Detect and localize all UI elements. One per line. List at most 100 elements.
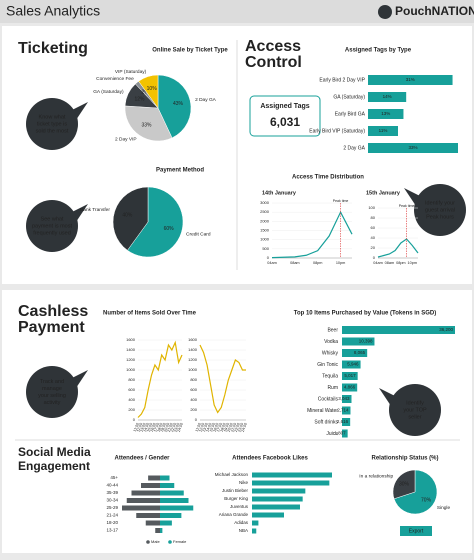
bubble-text: seller bbox=[408, 414, 421, 420]
x-tick-label: 15:00 bbox=[146, 422, 153, 432]
bar-label: Gin Tonic bbox=[317, 362, 338, 368]
x-tick-label: 11:00 bbox=[195, 422, 202, 432]
x-tick-label: 15:00 bbox=[209, 422, 216, 432]
bubble-text: frequently used bbox=[33, 230, 71, 236]
export-label[interactable]: Export bbox=[409, 528, 424, 534]
value-label: 14% bbox=[383, 94, 392, 99]
legend-label: Male bbox=[151, 539, 160, 544]
x-tick-label: 22:00 bbox=[234, 422, 241, 432]
tags-label: Assigned Tags bbox=[260, 103, 309, 110]
bar bbox=[160, 498, 189, 503]
bubble-text: Identify your bbox=[425, 200, 455, 206]
bar bbox=[342, 326, 455, 334]
y-tick-label: 200 bbox=[190, 407, 197, 412]
x-tick-label: 14:00 bbox=[205, 422, 212, 432]
value-label: 8,065 bbox=[354, 350, 366, 355]
x-tick-label: 10pm bbox=[336, 261, 346, 265]
y-tick-label: 3000 bbox=[260, 200, 270, 205]
bar bbox=[122, 505, 160, 511]
x-tick-label: 13:00 bbox=[140, 422, 147, 432]
x-tick-label: 17:00 bbox=[153, 422, 160, 432]
y-tick-label: 400 bbox=[128, 397, 135, 402]
y-tick-label: 600 bbox=[128, 387, 135, 392]
bubble-text: your TOP bbox=[403, 407, 427, 413]
bar bbox=[342, 360, 361, 369]
bar bbox=[368, 92, 407, 102]
bubble-text: See what bbox=[41, 216, 64, 222]
bar bbox=[368, 143, 458, 153]
pie-slice bbox=[392, 469, 416, 500]
slice-label: 43% bbox=[173, 101, 184, 107]
bar-label: Ariana Grande bbox=[219, 512, 249, 517]
bar-label: Whisky bbox=[322, 350, 339, 356]
bar bbox=[252, 488, 306, 494]
age-label: 25-29 bbox=[106, 505, 118, 510]
bar-label: Mineral Water bbox=[307, 408, 338, 414]
export-button[interactable] bbox=[400, 526, 432, 536]
bubble-text: Track and bbox=[40, 379, 64, 385]
y-tick-label: 400 bbox=[190, 397, 197, 402]
bubble-text: Know what bbox=[39, 114, 66, 120]
y-tick-label: 40 bbox=[371, 235, 376, 240]
slice-label: 2% bbox=[141, 90, 149, 96]
section-title: Cashless bbox=[18, 303, 88, 320]
legend-swatch bbox=[168, 540, 172, 544]
bar bbox=[148, 475, 160, 481]
pie-slice bbox=[138, 74, 159, 109]
category-label: Bank Transfer bbox=[80, 207, 110, 213]
category-label: Single bbox=[437, 505, 451, 511]
category-label: Credit Card bbox=[186, 232, 211, 238]
panel-title: Access Time Distribution bbox=[292, 175, 364, 181]
chart-title: Top 10 Items Purchased by Value (Tokens … bbox=[294, 311, 436, 317]
bar-label: Nike bbox=[239, 480, 248, 485]
value-label: 10,398 bbox=[359, 339, 373, 344]
chart-subtitle: 15th January bbox=[366, 190, 401, 196]
bar bbox=[252, 472, 332, 478]
line bbox=[199, 344, 246, 414]
y-tick-label: 1000 bbox=[188, 367, 198, 372]
bar bbox=[160, 483, 175, 488]
category-label: GA (Saturday) bbox=[93, 89, 124, 95]
age-label: 40-44 bbox=[106, 483, 118, 488]
x-tick-label: 14:00 bbox=[143, 422, 150, 432]
bar bbox=[342, 429, 348, 438]
x-tick-label: 24:00 bbox=[177, 422, 184, 432]
x-tick-label: 12:00 bbox=[198, 422, 205, 432]
chart-subtitle: 14th January bbox=[262, 190, 297, 196]
bar-label: Beer bbox=[327, 327, 338, 333]
bar bbox=[160, 475, 170, 481]
bar bbox=[141, 483, 160, 488]
slice-label: 33% bbox=[141, 122, 152, 128]
slice-label: 60% bbox=[164, 226, 175, 232]
chart-title: Attendees Facebook Likes bbox=[232, 456, 308, 462]
x-tick-label: 08pm bbox=[396, 261, 406, 265]
bubble bbox=[26, 200, 78, 252]
y-tick-label: 2500 bbox=[260, 209, 270, 214]
bar bbox=[131, 490, 160, 496]
value-label: 36,200 bbox=[439, 327, 453, 332]
bar bbox=[252, 504, 300, 510]
annotation: Peak time bbox=[399, 204, 415, 208]
x-tick-label: 04am bbox=[267, 261, 277, 265]
value-label: 13% bbox=[381, 111, 390, 116]
bar bbox=[155, 528, 160, 533]
x-tick-label: 18:00 bbox=[220, 422, 227, 432]
bar-label: Rum bbox=[327, 385, 338, 391]
y-tick-label: 800 bbox=[128, 377, 135, 382]
bar bbox=[342, 372, 358, 380]
age-label: 35-39 bbox=[106, 490, 118, 495]
bar bbox=[368, 109, 404, 119]
bar-label: NBA bbox=[239, 528, 248, 533]
bar bbox=[252, 512, 284, 518]
logo-icon bbox=[378, 5, 392, 19]
y-tick-label: 1600 bbox=[188, 337, 198, 342]
bubble-text: ticket type is bbox=[37, 121, 68, 127]
y-tick-label: 20 bbox=[371, 245, 376, 250]
category-label: 2 Day VIP bbox=[115, 137, 137, 143]
slice-label: 70% bbox=[421, 497, 432, 503]
x-tick-label: 13:00 bbox=[202, 422, 209, 432]
x-tick-label: 04am bbox=[373, 261, 383, 265]
bar-label: GA (Saturday) bbox=[333, 94, 365, 100]
bar-label: Early Bird GA bbox=[335, 111, 366, 117]
age-label: 13-17 bbox=[106, 528, 118, 533]
